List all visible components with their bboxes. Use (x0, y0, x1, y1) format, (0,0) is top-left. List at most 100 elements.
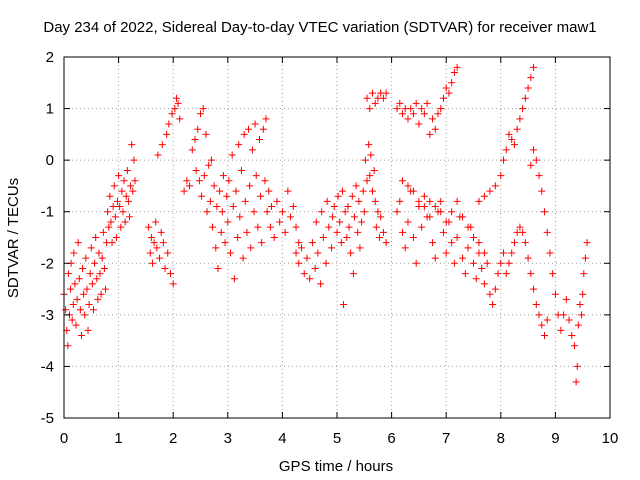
data-point (270, 234, 278, 241)
data-point (399, 228, 407, 236)
data-point (106, 192, 114, 200)
data-point (500, 156, 508, 164)
data-point (524, 84, 532, 92)
data-point (448, 208, 456, 216)
x-tick-label: 7 (442, 430, 450, 447)
data-point (101, 285, 109, 293)
data-point (404, 182, 412, 190)
data-point (295, 239, 303, 247)
data-point (330, 203, 338, 211)
data-point (367, 151, 375, 159)
data-point (412, 259, 420, 267)
data-point (96, 270, 104, 278)
data-point (328, 244, 336, 252)
x-tick-label: 0 (60, 430, 68, 447)
data-point (516, 115, 524, 123)
data-point (480, 249, 488, 257)
data-point (538, 187, 546, 195)
chart-title: Day 234 of 2022, Sidereal Day-to-day VTE… (43, 19, 596, 36)
data-point (448, 79, 456, 87)
data-point (168, 110, 176, 118)
data-point (116, 203, 124, 211)
data-point (218, 208, 226, 216)
data-point (393, 105, 401, 113)
axis-ticks (63, 56, 611, 419)
data-point (486, 187, 494, 195)
data-point (158, 141, 166, 149)
data-point (442, 218, 450, 226)
data-point (470, 259, 477, 267)
data-point (92, 234, 100, 241)
data-point (426, 197, 434, 205)
data-point (337, 239, 345, 247)
data-point (267, 203, 275, 211)
data-point (333, 228, 341, 236)
data-point (230, 275, 238, 283)
data-point (68, 316, 76, 324)
data-point (358, 218, 366, 226)
data-point (240, 130, 248, 138)
data-point (434, 110, 442, 118)
data-point (194, 125, 202, 133)
data-point (420, 110, 428, 118)
grid-lines (64, 57, 610, 418)
data-point (418, 223, 426, 231)
y-axis-label: SDTVAR / TECUs (5, 178, 22, 298)
data-point (308, 239, 316, 247)
data-point (415, 120, 423, 128)
data-point (121, 218, 129, 226)
data-point (221, 239, 229, 247)
data-point (93, 275, 101, 283)
data-point (491, 182, 499, 190)
data-point (505, 130, 513, 138)
data-point (370, 166, 378, 174)
data-point (442, 84, 450, 92)
data-point (371, 99, 379, 107)
data-point (76, 306, 84, 314)
data-point (510, 239, 518, 247)
data-point (127, 182, 135, 190)
data-point (453, 197, 461, 205)
y-tick-labels: -5 -4 -3 -2 -1 0 1 2 (41, 49, 54, 427)
data-point (426, 130, 434, 138)
data-point (527, 161, 535, 169)
data-point (219, 172, 227, 180)
data-point (98, 254, 106, 262)
data-point (494, 270, 502, 278)
data-point (156, 254, 164, 262)
data-point (205, 161, 213, 169)
data-point (502, 146, 510, 154)
data-point (343, 234, 351, 241)
data-point (334, 192, 342, 200)
data-point (119, 208, 127, 216)
data-point (377, 213, 385, 221)
x-axis-label: GPS time / hours (279, 458, 393, 475)
data-point (263, 208, 271, 216)
data-point (118, 187, 126, 195)
data-point (363, 94, 371, 102)
data-point (128, 141, 136, 149)
data-point (131, 177, 139, 185)
data-point (459, 213, 467, 221)
data-point (206, 197, 214, 205)
data-point (573, 362, 581, 370)
data-point (117, 223, 125, 231)
data-point (393, 208, 401, 216)
data-point (516, 223, 524, 231)
data-point (225, 177, 233, 185)
data-point (292, 249, 300, 257)
data-point (85, 301, 93, 309)
y-tick-label: 2 (46, 49, 54, 66)
data-point (300, 270, 308, 278)
data-point (532, 156, 540, 164)
data-point (317, 280, 325, 288)
data-point (247, 244, 255, 252)
data-point (497, 259, 505, 267)
data-point (360, 208, 368, 216)
data-point (164, 249, 172, 257)
data-point (202, 130, 210, 138)
data-point (348, 192, 356, 200)
data-point (64, 270, 72, 278)
data-point (169, 280, 177, 288)
data-point (350, 213, 358, 221)
